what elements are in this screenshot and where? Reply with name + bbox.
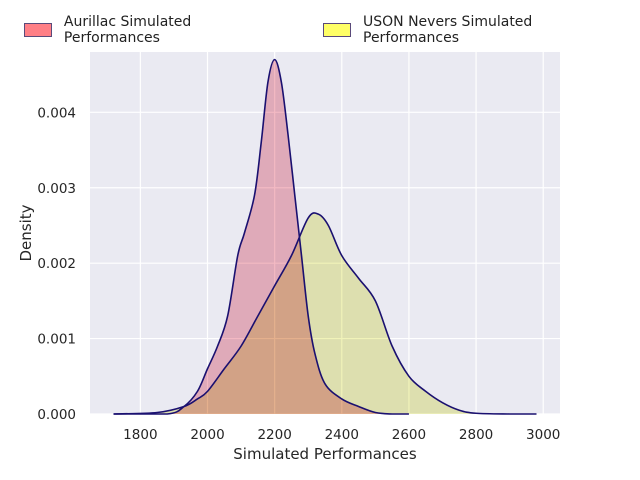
legend-swatch-uson-nevers [323, 23, 351, 37]
x-tick-label-4: 2600 [392, 427, 426, 443]
legend-label-uson-nevers: USON Nevers Simulated Performances [363, 14, 533, 46]
x-tick-label-3: 2400 [325, 427, 359, 443]
x-tick-label-6: 3000 [526, 427, 560, 443]
y-tick-label-0: 0.000 [37, 407, 76, 423]
y-tick-label-1: 0.001 [37, 332, 76, 348]
legend: Aurillac Simulated Performances USON Nev… [24, 14, 632, 46]
x-tick-label-2: 2200 [257, 427, 291, 443]
legend-swatch-aurillac [24, 23, 52, 37]
x-axis-label: Simulated Performances [233, 445, 417, 463]
x-tick-label-5: 2800 [459, 427, 493, 443]
legend-label-aurillac: Aurillac Simulated Performances [63, 14, 192, 46]
line-aurillac-simulated-performances [113, 58, 409, 415]
area-aurillac-simulated-performances [113, 59, 409, 414]
area-uson-nevers-simulated-performances [113, 212, 537, 414]
line-uson-nevers-simulated-performances [113, 212, 537, 415]
legend-item-uson-nevers: USON Nevers Simulated Performances [323, 14, 632, 46]
legend-item-aurillac: Aurillac Simulated Performances [24, 14, 291, 46]
x-tick-label-1: 2000 [190, 427, 224, 443]
y-tick-label-3: 0.003 [37, 181, 76, 197]
x-tick-label-0: 1800 [123, 427, 157, 443]
y-tick-label-4: 0.004 [37, 105, 76, 121]
y-axis-label: Density [17, 204, 35, 261]
y-tick-label-2: 0.002 [37, 256, 76, 272]
